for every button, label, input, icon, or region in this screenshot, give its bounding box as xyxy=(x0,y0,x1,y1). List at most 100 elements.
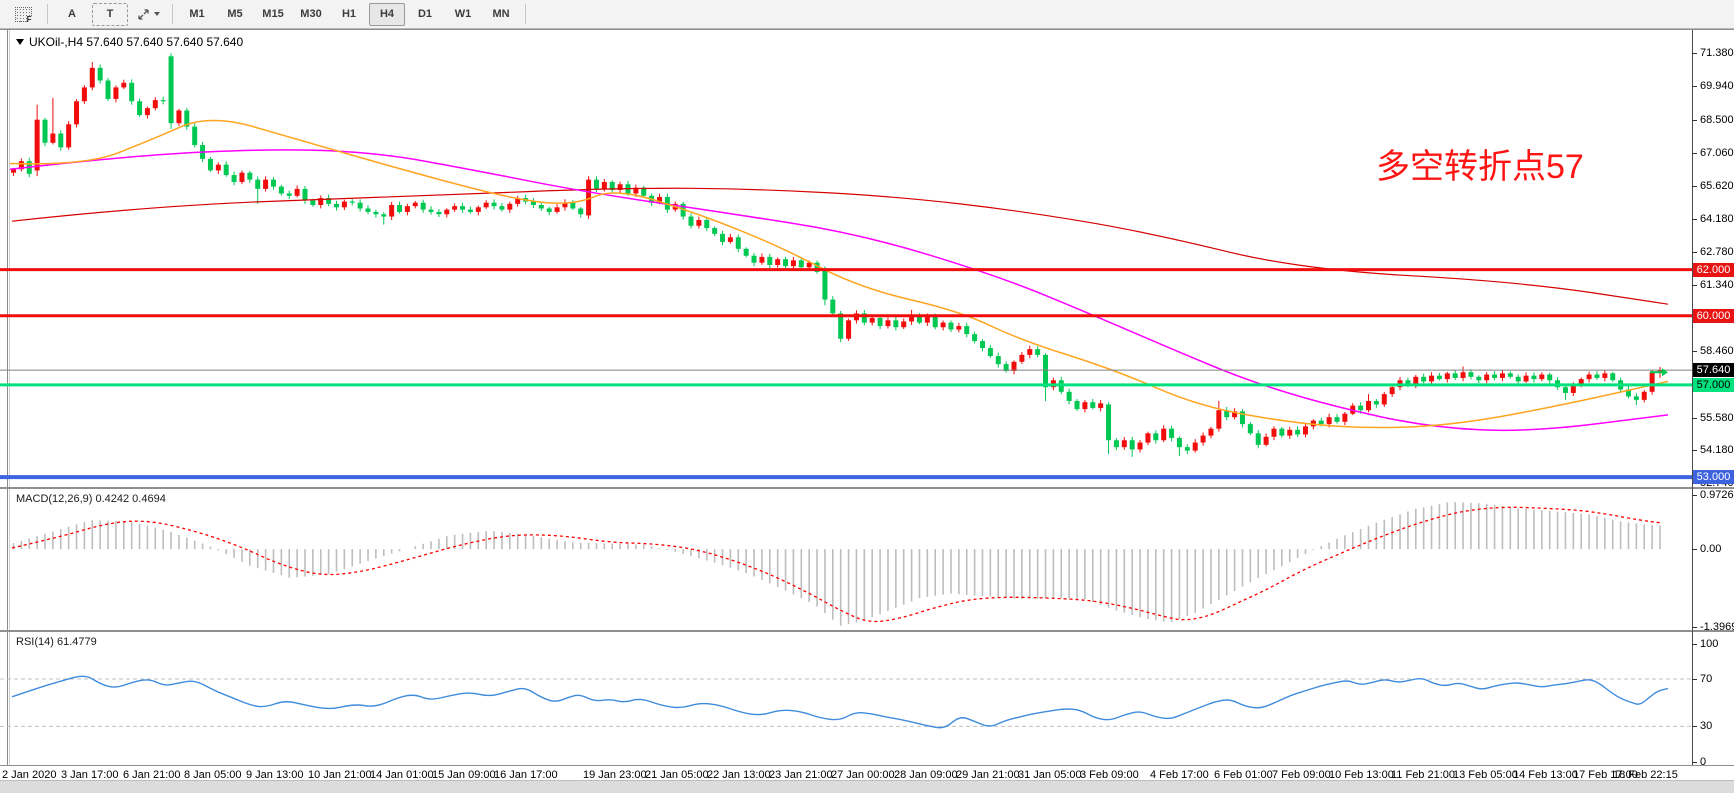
window-left-frame-inner xyxy=(9,30,10,765)
date-label: 8 Jan 05:00 xyxy=(184,769,242,781)
price-tick-label: 64.180 xyxy=(1700,213,1734,225)
price-axis-separator xyxy=(1692,30,1693,765)
price-tick-label: 54.180 xyxy=(1700,444,1734,456)
chart-window[interactable]: UKOil-,H4 57.640 57.640 57.640 57.640 多空… xyxy=(0,29,1734,793)
date-label: 28 Jan 09:00 xyxy=(894,769,958,781)
date-label: 10 Jan 21:00 xyxy=(308,769,372,781)
macd-tick-label: 0.00 xyxy=(1700,543,1722,555)
chart-title-overlay: UKOil-,H4 57.640 57.640 57.640 57.640 xyxy=(16,35,243,49)
price-tick-mark xyxy=(1692,418,1697,419)
window-left-frame xyxy=(7,30,8,765)
price-tick-label: 55.580 xyxy=(1700,412,1734,424)
price-tick-mark xyxy=(1692,120,1697,121)
pane-border-top xyxy=(0,29,1734,30)
toolbar-separator xyxy=(525,4,526,24)
price-tick-mark xyxy=(1692,450,1697,451)
timeframe-button-d1[interactable]: D1 xyxy=(417,8,433,20)
rsi-tick-label: 30 xyxy=(1700,720,1713,732)
date-label: 7 Feb 09:00 xyxy=(1272,769,1331,781)
pane-separator-rsi[interactable] xyxy=(0,630,1734,632)
price-tick-label: 65.620 xyxy=(1700,180,1734,192)
price-tick-label: 69.940 xyxy=(1700,80,1734,92)
timeframe-button-m1[interactable]: M1 xyxy=(189,8,205,20)
timeframe-button-m5[interactable]: M5 xyxy=(227,8,243,20)
price-tick-label: 68.500 xyxy=(1700,114,1734,126)
dropdown-caret-icon xyxy=(153,12,160,16)
timeframe-button-m30[interactable]: M30 xyxy=(300,8,322,20)
price-tick-label: 71.380 xyxy=(1700,47,1734,59)
price-badge-62-000: 62.000 xyxy=(1693,263,1734,277)
price-badge-60-000: 60.000 xyxy=(1693,309,1734,323)
rsi-tick-label: 100 xyxy=(1700,638,1719,650)
toolbar-separator xyxy=(47,4,48,24)
rsi-label: RSI(14) 61.4779 xyxy=(16,636,97,648)
pane-border-bottom xyxy=(0,765,1734,766)
rsi-indicator-pane[interactable] xyxy=(0,632,1692,765)
timeframe-button-h4[interactable]: H4 xyxy=(369,2,405,26)
diag-arrows-icon xyxy=(137,8,149,20)
date-label: 22 Jan 13:00 xyxy=(707,769,771,781)
timeframe-button-m15[interactable]: M15 xyxy=(262,8,284,20)
text-tool-button[interactable]: T xyxy=(92,2,128,26)
date-label: 11 Feb 21:00 xyxy=(1391,769,1456,781)
date-label: 14 Jan 01:00 xyxy=(370,769,434,781)
macd-tick-mark xyxy=(1692,495,1697,496)
macd-indicator-pane[interactable] xyxy=(0,489,1692,630)
macd-tick-mark xyxy=(1692,549,1697,550)
date-label: 16 Jan 17:00 xyxy=(494,769,558,781)
date-label: 10 Feb 13:00 xyxy=(1329,769,1394,781)
price-badge-57-000: 57.000 xyxy=(1693,378,1734,392)
text-label-tool-button[interactable]: A xyxy=(68,8,76,20)
date-label: 6 Jan 21:00 xyxy=(123,769,181,781)
chart-grid-button[interactable]: F xyxy=(5,3,41,26)
date-label: 23 Jan 21:00 xyxy=(769,769,833,781)
date-axis[interactable]: 2 Jan 2020 3 Jan 17:00 6 Jan 21:00 8 Jan 05… xyxy=(0,766,1734,792)
chart-dropdown-icon[interactable] xyxy=(16,39,24,45)
date-label: 19 Jan 23:00 xyxy=(583,769,647,781)
main-price-chart[interactable] xyxy=(0,30,1692,487)
price-tick-mark xyxy=(1692,285,1697,286)
date-label: 18 Feb 22:15 xyxy=(1613,769,1678,781)
price-badge-57-640: 57.640 xyxy=(1693,363,1734,377)
price-tick-mark xyxy=(1692,53,1697,54)
price-tick-mark xyxy=(1692,186,1697,187)
date-label: 21 Jan 05:00 xyxy=(645,769,709,781)
top-toolbar: F A T M1 M5 M15 M30 H1 H4 D1 W1 MN xyxy=(0,0,1734,29)
price-tick-mark xyxy=(1692,153,1697,154)
date-label: 3 Feb 09:00 xyxy=(1080,769,1139,781)
rsi-tick-mark xyxy=(1692,644,1697,645)
timeframe-button-h1[interactable]: H1 xyxy=(341,8,357,20)
price-tick-mark xyxy=(1692,219,1697,220)
date-label: 3 Jan 17:00 xyxy=(61,769,119,781)
date-label: 2 Jan 2020 xyxy=(2,769,57,781)
timeframe-button-mn[interactable]: MN xyxy=(492,8,510,20)
price-badge-53-000: 53.000 xyxy=(1693,470,1734,484)
rsi-tick-label: 0 xyxy=(1700,756,1707,768)
rsi-tick-label: 70 xyxy=(1700,673,1713,685)
price-tick-label: 67.060 xyxy=(1700,147,1734,159)
price-tick-mark xyxy=(1692,86,1697,87)
macd-label: MACD(12,26,9) 0.4242 0.4694 xyxy=(16,493,166,505)
date-label: 15 Jan 09:00 xyxy=(432,769,496,781)
date-label: 29 Jan 21:00 xyxy=(956,769,1020,781)
cursor-mode-button[interactable] xyxy=(130,3,166,26)
rsi-tick-mark xyxy=(1692,726,1697,727)
price-tick-mark xyxy=(1692,351,1697,352)
pane-separator-macd[interactable] xyxy=(0,487,1734,489)
date-label: 13 Feb 05:00 xyxy=(1453,769,1518,781)
toolbar-separator xyxy=(172,4,173,24)
rsi-tick-mark xyxy=(1692,679,1697,680)
price-tick-label: 62.780 xyxy=(1700,246,1734,258)
timeframe-button-w1[interactable]: W1 xyxy=(454,8,472,20)
date-label: 6 Feb 01:00 xyxy=(1214,769,1273,781)
date-label: 9 Jan 13:00 xyxy=(246,769,304,781)
date-label: 4 Feb 17:00 xyxy=(1150,769,1209,781)
bottom-scroll-strip[interactable] xyxy=(0,780,1734,793)
dotted-grid-icon: F xyxy=(14,6,32,24)
date-label: 17 Feb 17:00 xyxy=(1573,769,1638,781)
date-label: 27 Jan 00:00 xyxy=(831,769,895,781)
date-label: 14 Feb 13:00 xyxy=(1513,769,1578,781)
grid-icon-letter: F xyxy=(26,14,32,24)
rsi-tick-mark xyxy=(1692,762,1697,763)
macd-tick-label: 0.9726 xyxy=(1700,489,1734,501)
